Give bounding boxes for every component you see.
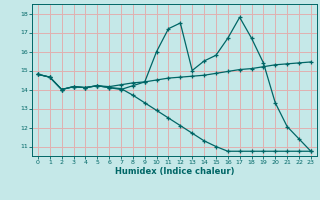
X-axis label: Humidex (Indice chaleur): Humidex (Indice chaleur) xyxy=(115,167,234,176)
